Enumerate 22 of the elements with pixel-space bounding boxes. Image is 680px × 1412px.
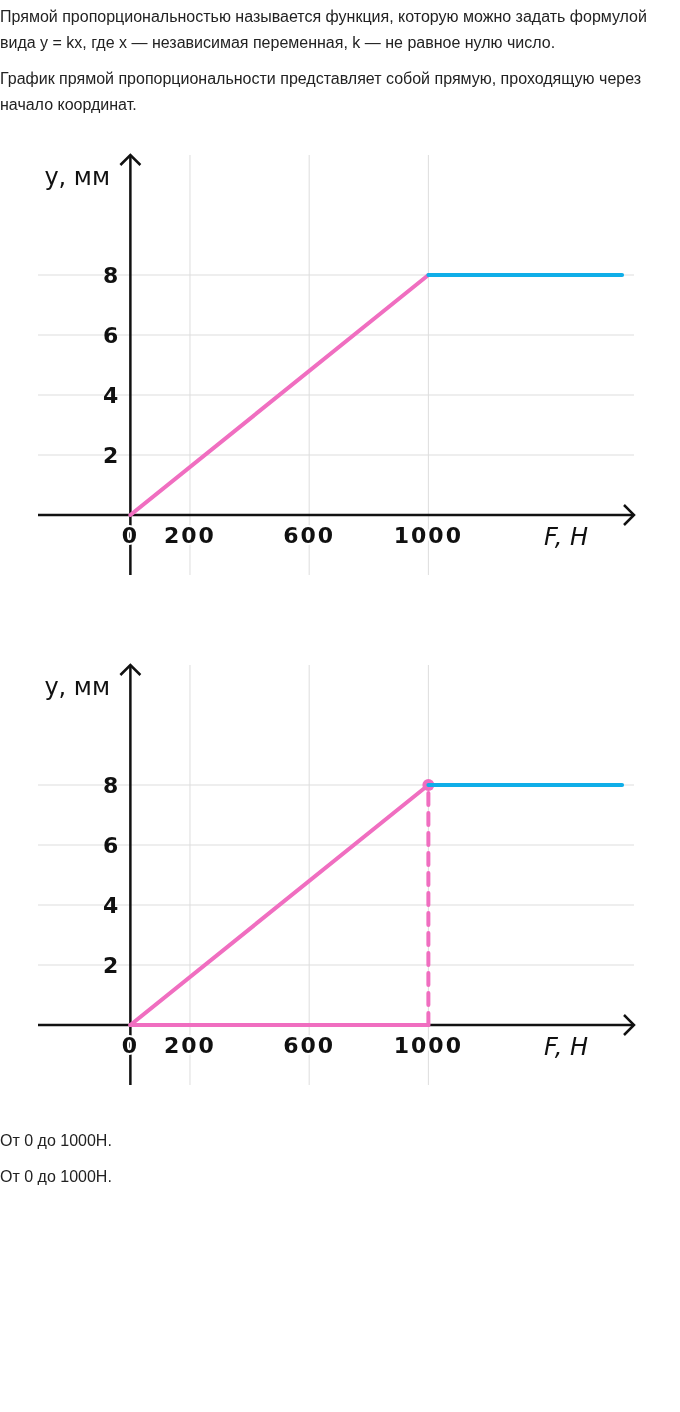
x-axis-title: F, Н xyxy=(544,1033,589,1061)
y-tick-label: 4 xyxy=(103,383,119,408)
y-axis-title: y, мм xyxy=(44,163,111,191)
text: График прямой пропорциональности представляет собой прямую, проходящую через начало координат. xyxy=(0,69,643,115)
text: Прямой пропорциональностью называется функция, которую можно задать формулой вида y = kx, где x — независимая переменная, k — не равное нулю число. xyxy=(0,7,648,53)
x-axis-title: F, Н xyxy=(544,523,589,551)
x-tick-label: 600 xyxy=(283,523,336,548)
x-tick-label: 1000 xyxy=(393,1033,463,1058)
y-tick-label: 6 xyxy=(103,323,119,348)
x-tick-label: 200 xyxy=(164,1033,216,1058)
y-tick-label: 4 xyxy=(103,893,119,918)
y-axis-title: y, мм xyxy=(44,673,111,701)
x-tick-label: 600 xyxy=(283,1033,336,1058)
y-tick-label: 2 xyxy=(103,443,119,468)
x-tick-label: 1000 xyxy=(393,523,463,548)
y-tick-label: 8 xyxy=(103,263,119,288)
y-tick-label: 2 xyxy=(103,953,119,978)
text: От 0 до 1000H. xyxy=(0,1167,113,1187)
y-tick-label: 6 xyxy=(103,833,119,858)
text: От 0 до 1000H. xyxy=(0,1131,113,1151)
x-tick-label: 200 xyxy=(164,523,216,548)
y-tick-label: 8 xyxy=(103,773,119,798)
